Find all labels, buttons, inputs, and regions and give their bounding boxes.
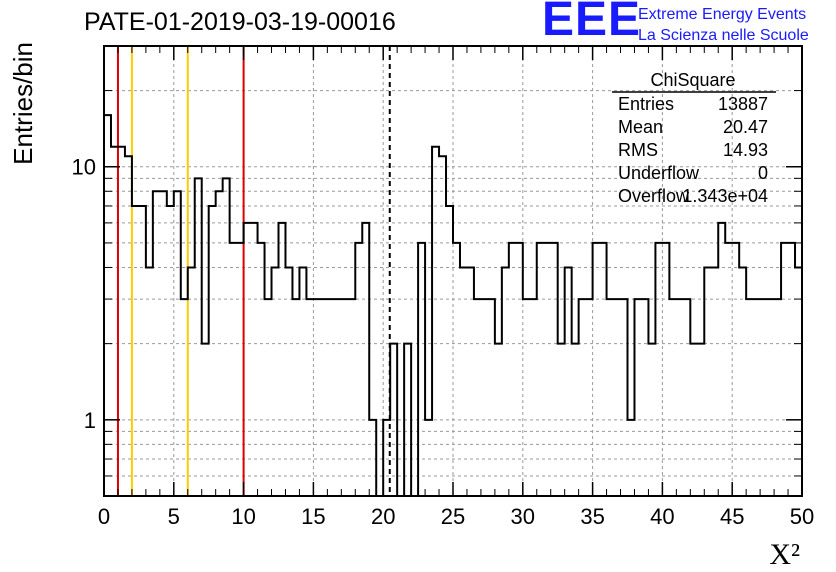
eee-logo: EEE Extreme Energy Events La Scienza nel…	[542, 0, 836, 46]
stats-label: Overflow	[618, 186, 690, 206]
x-tick-label: 10	[231, 504, 255, 529]
axis-ticks	[103, 46, 803, 496]
x-tick-label: 35	[580, 504, 604, 529]
y-axis-label: Entries/bin	[8, 42, 38, 165]
x-tick-label: 30	[511, 504, 535, 529]
y-tick-label: 10	[72, 155, 96, 180]
logo-mark: EEE	[542, 0, 642, 46]
stats-value: 0	[758, 163, 768, 183]
x-tick-label: 25	[441, 504, 465, 529]
stats-label: Entries	[618, 94, 674, 114]
stats-value: 14.93	[723, 140, 768, 160]
stats-label: Underflow	[618, 163, 700, 183]
x-tick-label: 5	[168, 504, 180, 529]
x-tick-label: 0	[98, 504, 110, 529]
x-tick-label: 20	[371, 504, 395, 529]
stats-title: ChiSquare	[650, 70, 735, 90]
x-tick-label: 40	[650, 504, 674, 529]
stats-label: RMS	[618, 140, 658, 160]
x-tick-label: 45	[720, 504, 744, 529]
x-tick-label: 15	[301, 504, 325, 529]
stats-box: ChiSquare Entries 13887 Mean 20.47 RMS 14.93 U…	[612, 70, 776, 206]
stats-value: 1.343e+04	[682, 186, 768, 206]
chart-title: PATE-01-2019-03-19-00016	[84, 8, 396, 36]
stats-label: Mean	[618, 117, 663, 137]
stats-rows: Entries 13887 Mean 20.47 RMS 14.93 Underflow 0 O…	[618, 94, 768, 206]
tick-labels: 0 5 10 15 20 25 30 35 40 45 50 1 10	[72, 155, 815, 529]
histogram-series	[104, 114, 802, 496]
stats-value: 13887	[718, 94, 768, 114]
stats-value: 20.47	[723, 117, 768, 137]
logo-line-1: Extreme Energy Events	[638, 6, 807, 23]
logo-line-2: La Scienza nelle Scuole	[638, 27, 809, 44]
y-tick-label: 1	[84, 408, 96, 433]
x-tick-label: 50	[790, 504, 814, 529]
x-axis-label: X²	[769, 538, 800, 571]
reference-lines	[116, 46, 391, 496]
